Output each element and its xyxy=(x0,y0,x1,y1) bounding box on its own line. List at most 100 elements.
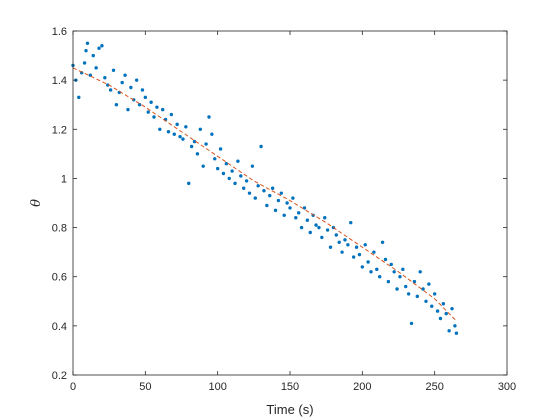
data-point xyxy=(262,189,266,193)
x-tick-label: 150 xyxy=(281,381,299,393)
data-point xyxy=(134,78,139,82)
data-point xyxy=(146,110,150,114)
y-tick-label: 0.4 xyxy=(52,321,67,333)
data-point xyxy=(184,125,188,129)
data-point xyxy=(158,127,162,131)
data-point xyxy=(268,193,272,198)
data-point xyxy=(386,279,391,284)
data-point xyxy=(215,166,220,171)
data-point xyxy=(270,186,275,190)
data-point xyxy=(323,216,327,220)
data-point xyxy=(325,228,330,232)
data-point xyxy=(192,139,197,144)
data-point xyxy=(340,250,344,254)
x-tick-label: 250 xyxy=(425,381,443,393)
data-point xyxy=(111,68,116,73)
data-point xyxy=(296,211,301,215)
data-point xyxy=(308,230,312,235)
data-point xyxy=(137,103,142,107)
data-point xyxy=(244,179,249,183)
data-point xyxy=(380,240,385,245)
data-point xyxy=(454,331,459,335)
data-point xyxy=(169,112,174,117)
x-axis-label: Time (s) xyxy=(266,402,313,417)
data-point xyxy=(453,324,457,328)
data-point xyxy=(427,282,431,286)
data-point xyxy=(302,206,307,210)
x-tick-label: 300 xyxy=(498,381,516,393)
data-point xyxy=(273,208,278,213)
data-point xyxy=(389,262,393,267)
data-point xyxy=(123,73,127,77)
data-point xyxy=(415,294,420,299)
data-point xyxy=(363,243,367,247)
data-point xyxy=(198,127,203,131)
data-point xyxy=(82,61,87,65)
fit-line xyxy=(72,67,457,322)
data-point xyxy=(450,306,454,311)
data-point xyxy=(346,243,350,247)
data-point xyxy=(227,176,231,181)
data-point xyxy=(239,174,243,178)
data-point xyxy=(357,252,362,257)
data-point xyxy=(432,292,437,296)
x-tick-label: 0 xyxy=(70,381,76,393)
data-point xyxy=(175,122,179,127)
data-point xyxy=(285,201,289,205)
data-point xyxy=(236,159,240,163)
data-point xyxy=(259,144,263,149)
data-point xyxy=(441,302,446,306)
data-point xyxy=(392,270,396,274)
data-point xyxy=(372,250,376,254)
data-point xyxy=(288,206,292,210)
data-point xyxy=(210,132,214,136)
data-point xyxy=(256,184,260,188)
data-marks xyxy=(71,41,459,335)
data-point xyxy=(343,238,347,242)
y-tick-label: 1.6 xyxy=(52,26,67,38)
data-point xyxy=(187,181,191,186)
data-point xyxy=(106,83,110,87)
y-tick-label: 0.2 xyxy=(52,370,67,382)
data-point xyxy=(435,309,440,313)
data-point xyxy=(201,164,205,168)
y-axis: 0.2 0.4 0.6 0.8 1 1.2 1.4 1.6 xyxy=(52,26,507,382)
data-point xyxy=(366,260,370,264)
data-point xyxy=(291,196,295,200)
data-point xyxy=(328,245,333,249)
data-point xyxy=(114,103,119,107)
data-point xyxy=(438,316,443,321)
x-tick-label: 100 xyxy=(208,381,226,393)
plot-area xyxy=(73,31,507,375)
data-point xyxy=(108,88,113,92)
data-point xyxy=(143,95,148,100)
data-point xyxy=(334,233,338,237)
data-point xyxy=(85,41,90,45)
data-point xyxy=(351,255,356,259)
y-tick-label: 1 xyxy=(61,173,67,185)
data-point xyxy=(360,265,365,269)
data-point xyxy=(250,164,255,168)
data-point xyxy=(369,270,373,274)
data-point xyxy=(77,95,81,100)
x-tick-label: 200 xyxy=(353,381,371,393)
data-point xyxy=(189,144,194,149)
data-point xyxy=(418,270,422,274)
data-point xyxy=(349,220,353,225)
data-point xyxy=(294,216,298,220)
data-point xyxy=(120,80,124,85)
data-point xyxy=(140,88,145,92)
data-point xyxy=(221,171,226,176)
data-point xyxy=(218,147,223,151)
data-point xyxy=(224,161,229,166)
data-point xyxy=(97,46,101,50)
data-point xyxy=(430,304,434,308)
data-point xyxy=(178,134,182,139)
data-point xyxy=(299,225,304,230)
data-point xyxy=(409,321,414,326)
data-point xyxy=(91,53,95,58)
data-point xyxy=(377,275,382,279)
data-point xyxy=(149,100,153,104)
data-point xyxy=(401,267,405,272)
data-point xyxy=(126,107,130,112)
